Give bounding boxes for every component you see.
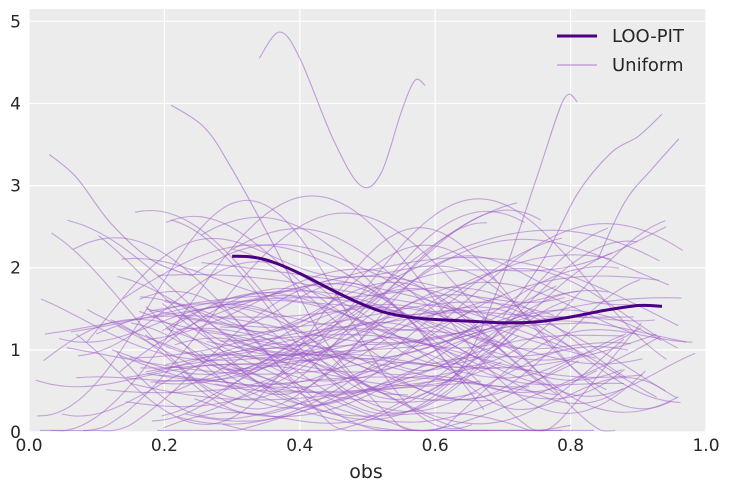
uniform-curve [206,340,489,432]
uniform-curve [177,237,563,425]
x-tick-label: 0.8 [557,436,584,456]
y-tick-label: 3 [10,177,21,197]
uniform-curve [170,219,613,414]
x-tick-labels: 0.0 0.2 0.4 0.6 0.8 1.0 [15,436,719,456]
x-tick-label: 0.0 [15,436,42,456]
uniform-curve [48,153,192,277]
uniform-curve [217,306,506,354]
uniform-curve [61,209,542,417]
uniform-curve [198,310,657,416]
uniform-curve [129,229,660,359]
uniform-curve [139,290,693,432]
uniform-curve [75,227,607,425]
uniform-curve [140,296,579,401]
x-axis-label: obs [349,461,383,483]
y-tick-labels: 0 1 2 3 4 5 [10,12,21,443]
uniform-curve [66,297,682,375]
uniform-curve [170,104,409,396]
uniform-curve [125,238,670,408]
grid-lines [28,9,707,433]
uniform-curve [162,303,642,432]
x-tick-label: 0.4 [286,436,313,456]
uniform-curve [222,371,463,431]
uniform-curve [106,376,557,396]
uniform-curve [597,138,680,260]
uniform-curve [194,309,662,418]
y-tick-label: 4 [10,94,21,114]
loo-pit-series [232,254,663,325]
uniform-curve [168,292,470,331]
x-tick-label: 1.0 [692,436,719,456]
uniform-curve [161,325,479,417]
uniform-curve [51,195,646,432]
uniform-curve [51,210,525,400]
uniform-curve [191,243,596,359]
legend-label-loo-pit: LOO-PIT [612,26,685,47]
uniform-curve [111,321,551,386]
y-tick-label: 0 [10,423,21,443]
uniform-curve [130,378,463,401]
uniform-curve [119,283,485,410]
loo-pit-line [232,254,663,325]
uniform-curve [134,209,464,400]
uniform-curve [166,215,624,405]
uniform-curve [87,227,609,421]
uniform-curve [502,113,663,318]
uniform-curve [200,254,612,385]
uniform-curve [130,255,654,396]
x-tick-label: 0.2 [151,436,178,456]
uniform-curve [258,31,426,189]
x-tick-label: 0.6 [422,436,449,456]
legend-label-uniform: Uniform [612,55,684,76]
uniform-curve [226,333,627,423]
uniform-curve [44,310,528,344]
uniform-curve [39,212,679,432]
uniform-curve [145,333,657,373]
uniform-curve [43,281,696,397]
uniform-curve [72,237,662,432]
uniform-curve [233,240,638,372]
y-tick-label: 1 [10,341,21,361]
uniform-curve [421,93,578,400]
uniform-curve [116,323,519,420]
y-tick-label: 5 [10,12,21,32]
uniform-curve [215,198,667,387]
y-tick-label: 2 [10,259,21,279]
legend: LOO-PIT Uniform [557,26,685,76]
uniform-curve [178,316,530,388]
uniform-curve [157,273,634,318]
uniform-curve [70,290,642,361]
uniform-series [35,31,696,432]
uniform-curve [144,278,641,401]
uniform-curve [146,226,667,381]
uniform-curve [67,219,683,382]
uniform-curve [110,294,565,410]
uniform-curve [228,306,629,413]
